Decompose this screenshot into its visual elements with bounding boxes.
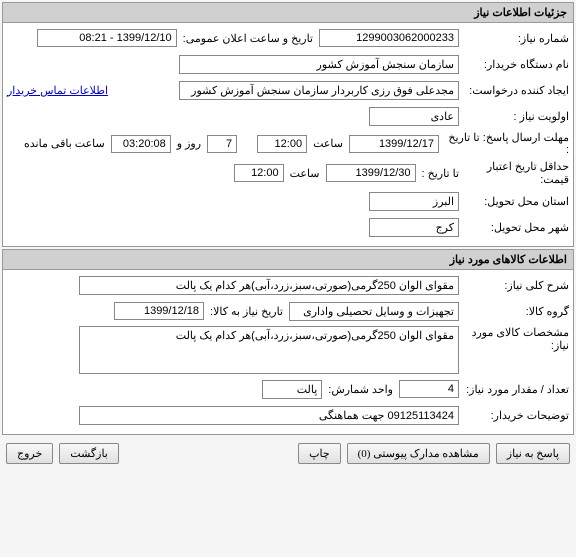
row-qty: تعداد / مقدار مورد نیاز: 4 واحد شمارش: پ… [7, 378, 569, 400]
days-field: 7 [207, 135, 237, 153]
days-label: روز و [171, 137, 207, 150]
validity-label: حداقل تاریخ اعتبار قیمت: [459, 160, 569, 186]
row-province: استان محل تحویل: البرز [7, 190, 569, 212]
row-group: گروه کالا: تجهیزات و وسایل تحصیلی واداری… [7, 300, 569, 322]
exit-button[interactable]: خروج [6, 443, 53, 464]
priority-label: اولویت نیاز : [459, 110, 569, 123]
notes-field[interactable]: 09125113424 جهت هماهنگی [79, 406, 459, 425]
section1-body: شماره نیاز: 1299003062000233 تاریخ و ساع… [3, 23, 573, 246]
requester-label: ایجاد کننده درخواست: [459, 84, 569, 97]
row-requester: ایجاد کننده درخواست: مجدعلی فوق رزی کارب… [7, 79, 569, 101]
row-priority: اولویت نیاز : عادی [7, 105, 569, 127]
attachments-button[interactable]: مشاهده مدارک پیوستی (0) [347, 443, 490, 464]
city-label: شهر محل تحویل: [459, 221, 569, 234]
print-button[interactable]: چاپ [298, 443, 341, 464]
back-button[interactable]: بازگشت [59, 443, 119, 464]
until-label: تا تاریخ : [416, 167, 459, 180]
deadline-time-field[interactable]: 12:00 [257, 135, 307, 153]
group-field[interactable]: تجهیزات و وسایل تحصیلی واداری [289, 302, 459, 321]
need-details-header: جزئیات اطلاعات نیاز [3, 3, 573, 23]
need-date-field[interactable]: 1399/12/18 [114, 302, 204, 320]
time-label-2: ساعت [284, 167, 326, 180]
qty-field[interactable]: 4 [399, 380, 459, 398]
button-bar: پاسخ به نیاز مشاهده مدارک پیوستی (0) چاپ… [0, 437, 576, 470]
remaining-field: 03:20:08 [111, 135, 171, 153]
group-label: گروه کالا: [459, 305, 569, 318]
goods-info-header: اطلاعات کالاهای مورد نیاز [3, 250, 573, 270]
deadline-label: مهلت ارسال پاسخ: تا تاریخ : [439, 131, 569, 156]
qty-label: تعداد / مقدار مورد نیاز: [459, 383, 569, 396]
requester-field[interactable]: مجدعلی فوق رزی کاربردار سازمان سنجش آموز… [179, 81, 459, 100]
section2-body: شرح کلی نیاز: مقوای الوان 250گرمی(صورتی،… [3, 270, 573, 434]
specs-field[interactable]: مقوای الوان 250گرمی(صورتی،سبز،زرد،آبی)هر… [79, 326, 459, 374]
row-city: شهر محل تحویل: کرج [7, 216, 569, 238]
respond-button[interactable]: پاسخ به نیاز [496, 443, 570, 464]
public-datetime-label: تاریخ و ساعت اعلان عمومی: [177, 32, 319, 45]
goods-info-section: اطلاعات کالاهای مورد نیاز شرح کلی نیاز: … [2, 249, 574, 435]
deadline-date-field[interactable]: 1399/12/17 [349, 135, 439, 153]
unit-label: واحد شمارش: [322, 383, 399, 396]
row-specs: مشخصات کالای مورد نیاز: مقوای الوان 250گ… [7, 326, 569, 374]
city-field[interactable]: کرج [369, 218, 459, 237]
desc-label: شرح کلی نیاز: [459, 279, 569, 292]
notes-label: توضیحات خریدار: [459, 409, 569, 422]
province-field[interactable]: البرز [369, 192, 459, 211]
section2-title: اطلاعات کالاهای مورد نیاز [450, 254, 567, 266]
contact-link[interactable]: اطلاعات تماس خریدار [7, 84, 118, 97]
validity-date-field[interactable]: 1399/12/30 [326, 164, 416, 182]
specs-label: مشخصات کالای مورد نیاز: [459, 326, 569, 352]
row-validity: حداقل تاریخ اعتبار قیمت: تا تاریخ : 1399… [7, 160, 569, 186]
validity-time-field[interactable]: 12:00 [234, 164, 284, 182]
button-spacer [125, 443, 292, 464]
time-label-1: ساعت [307, 137, 349, 150]
row-buyer: نام دستگاه خریدار: سازمان سنجش آموزش کشو… [7, 53, 569, 75]
unit-field[interactable]: پالت [262, 380, 322, 399]
row-notes: توضیحات خریدار: 09125113424 جهت هماهنگی [7, 404, 569, 426]
need-number-label: شماره نیاز: [459, 32, 569, 45]
desc-field[interactable]: مقوای الوان 250گرمی(صورتی،سبز،زرد،آبی)هر… [79, 276, 459, 295]
need-details-section: جزئیات اطلاعات نیاز شماره نیاز: 12990030… [2, 2, 574, 247]
remaining-label: ساعت باقی مانده [18, 137, 111, 150]
section1-title: جزئیات اطلاعات نیاز [474, 7, 567, 19]
public-datetime-field[interactable]: 1399/12/10 - 08:21 [37, 29, 177, 47]
row-desc: شرح کلی نیاز: مقوای الوان 250گرمی(صورتی،… [7, 274, 569, 296]
buyer-label: نام دستگاه خریدار: [459, 58, 569, 71]
priority-field[interactable]: عادی [369, 107, 459, 126]
buyer-field[interactable]: سازمان سنجش آموزش کشور [179, 55, 459, 74]
province-label: استان محل تحویل: [459, 195, 569, 208]
need-number-field[interactable]: 1299003062000233 [319, 29, 459, 47]
row-need-number: شماره نیاز: 1299003062000233 تاریخ و ساع… [7, 27, 569, 49]
row-deadline: مهلت ارسال پاسخ: تا تاریخ : 1399/12/17 س… [7, 131, 569, 156]
need-date-label: تاریخ نیاز به کالا: [204, 305, 289, 318]
